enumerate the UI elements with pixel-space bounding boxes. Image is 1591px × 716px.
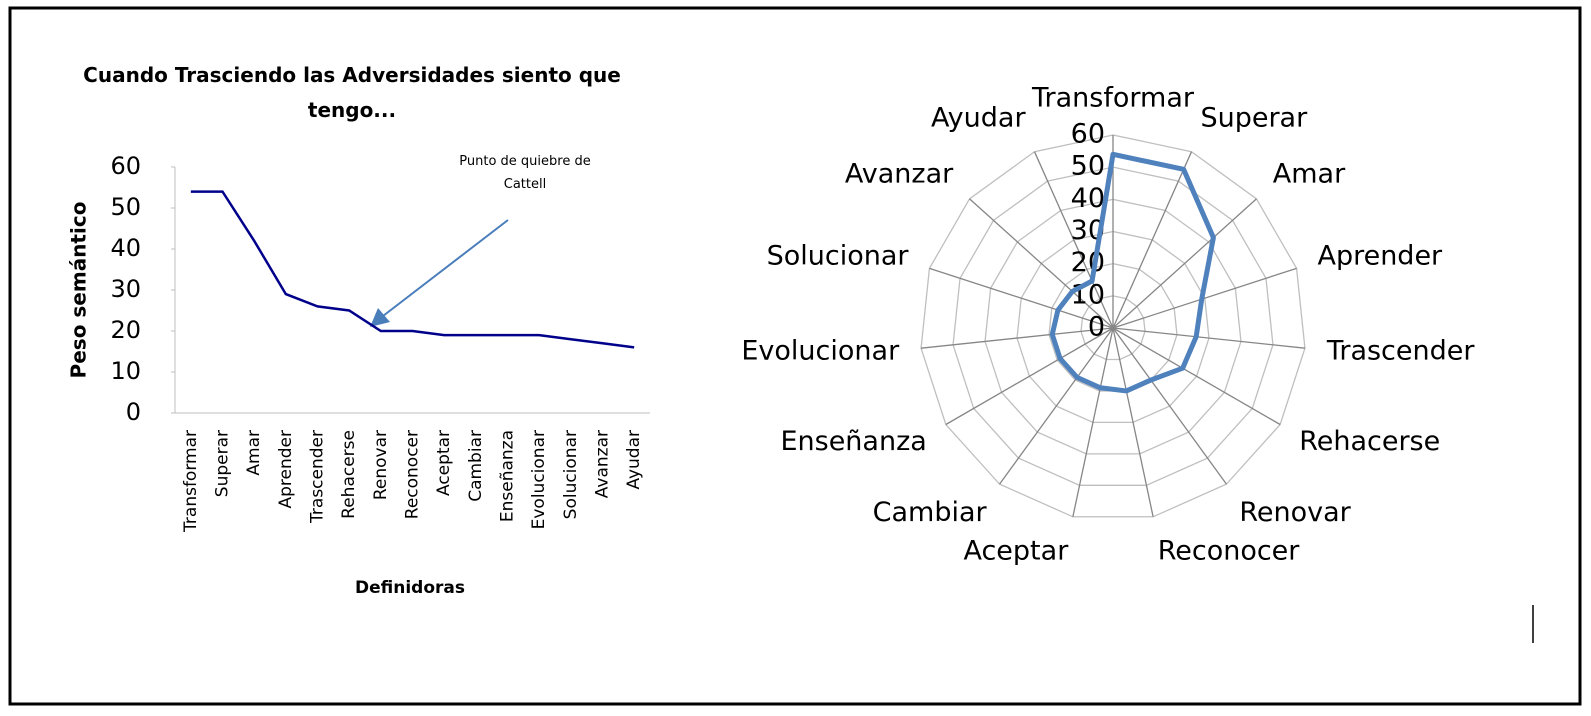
x-tick-label: Trascender bbox=[308, 430, 328, 524]
category-label: Trascender bbox=[1326, 335, 1476, 366]
category-label: Aprender bbox=[1317, 241, 1443, 272]
spoke bbox=[1033, 151, 1114, 329]
x-tick-label: Renovar bbox=[371, 430, 391, 500]
category-label: Ayudar bbox=[931, 102, 1026, 133]
grid-ring bbox=[1016, 230, 1210, 424]
spoke bbox=[945, 327, 1114, 426]
r-tick-label: 0 bbox=[1088, 312, 1105, 343]
x-tick-label: Ayudar bbox=[624, 430, 644, 490]
spoke bbox=[920, 327, 1114, 349]
category-label: Renovar bbox=[1239, 497, 1351, 528]
spoke bbox=[999, 327, 1114, 485]
annotation: Punto de quiebre de Cattell bbox=[459, 154, 591, 192]
category-label: Cambiar bbox=[873, 497, 988, 528]
x-tick-label: Transformar bbox=[181, 430, 201, 533]
x-tick-label: Cambiar bbox=[466, 430, 486, 502]
x-tick-label: Superar bbox=[213, 430, 233, 497]
x-tick-label: Solucionar bbox=[561, 430, 581, 519]
x-tick-label: Enseñanza bbox=[498, 430, 518, 522]
radar-line bbox=[1049, 151, 1216, 394]
line bbox=[190, 190, 635, 349]
r-tick-label: 50 bbox=[1071, 151, 1105, 182]
category-label: Transformar bbox=[1031, 83, 1195, 114]
spoke bbox=[1112, 151, 1193, 329]
spoke bbox=[1072, 327, 1114, 517]
x-tick-label: Amar bbox=[244, 430, 264, 476]
spoke bbox=[1112, 327, 1154, 517]
category-label: Solucionar bbox=[767, 241, 910, 272]
category-label: Evolucionar bbox=[741, 335, 900, 366]
frame bbox=[8, 6, 1582, 706]
y-tick-label: 50 bbox=[110, 193, 141, 221]
spoke bbox=[969, 198, 1114, 329]
category-label: Enseñanza bbox=[780, 426, 926, 457]
spoke bbox=[1112, 198, 1257, 329]
category-label: Rehacerse bbox=[1299, 426, 1440, 457]
y-tick-label: 30 bbox=[110, 275, 141, 303]
grid-ring bbox=[1080, 295, 1146, 361]
r-tick-label: 20 bbox=[1071, 247, 1105, 278]
x-axis-label: Definidoras bbox=[355, 578, 465, 598]
spoke bbox=[929, 267, 1114, 329]
y-tick-label: 10 bbox=[110, 357, 141, 385]
grid-ring bbox=[920, 134, 1306, 518]
r-tick-label: 60 bbox=[1071, 119, 1105, 150]
x-tick-label: Aceptar bbox=[434, 430, 454, 496]
grid-ring bbox=[952, 166, 1274, 486]
category-label: Aceptar bbox=[963, 535, 1069, 566]
x-tick-label: Rehacerse bbox=[339, 430, 359, 519]
category-label: Superar bbox=[1200, 102, 1308, 133]
arrow bbox=[382, 219, 509, 317]
y-tick-label: 0 bbox=[126, 398, 141, 426]
r-tick-label: 40 bbox=[1071, 183, 1105, 214]
x-tick-label: Aprender bbox=[276, 430, 296, 509]
y-tick-label: 20 bbox=[110, 316, 141, 344]
y-tick-label: 40 bbox=[110, 234, 141, 262]
x-tick-label: Reconocer bbox=[403, 430, 423, 519]
spoke bbox=[1112, 327, 1227, 485]
category-label: Avanzar bbox=[845, 158, 954, 189]
spoke bbox=[1112, 327, 1281, 426]
arrow-head bbox=[370, 308, 390, 327]
spoke bbox=[1112, 327, 1306, 349]
y-tick-label: 60 bbox=[110, 152, 141, 180]
x-tick-label: Avanzar bbox=[593, 430, 613, 498]
category-label: Amar bbox=[1273, 158, 1346, 189]
category-label: Reconocer bbox=[1158, 535, 1301, 566]
x-tick-label: Evolucionar bbox=[529, 430, 549, 529]
grid-ring bbox=[984, 198, 1242, 455]
spoke bbox=[1112, 267, 1297, 329]
chart-title: Cuando Trasciendo las Adversidades sient… bbox=[83, 63, 621, 122]
y-axis-label: Peso semántico bbox=[67, 202, 91, 379]
